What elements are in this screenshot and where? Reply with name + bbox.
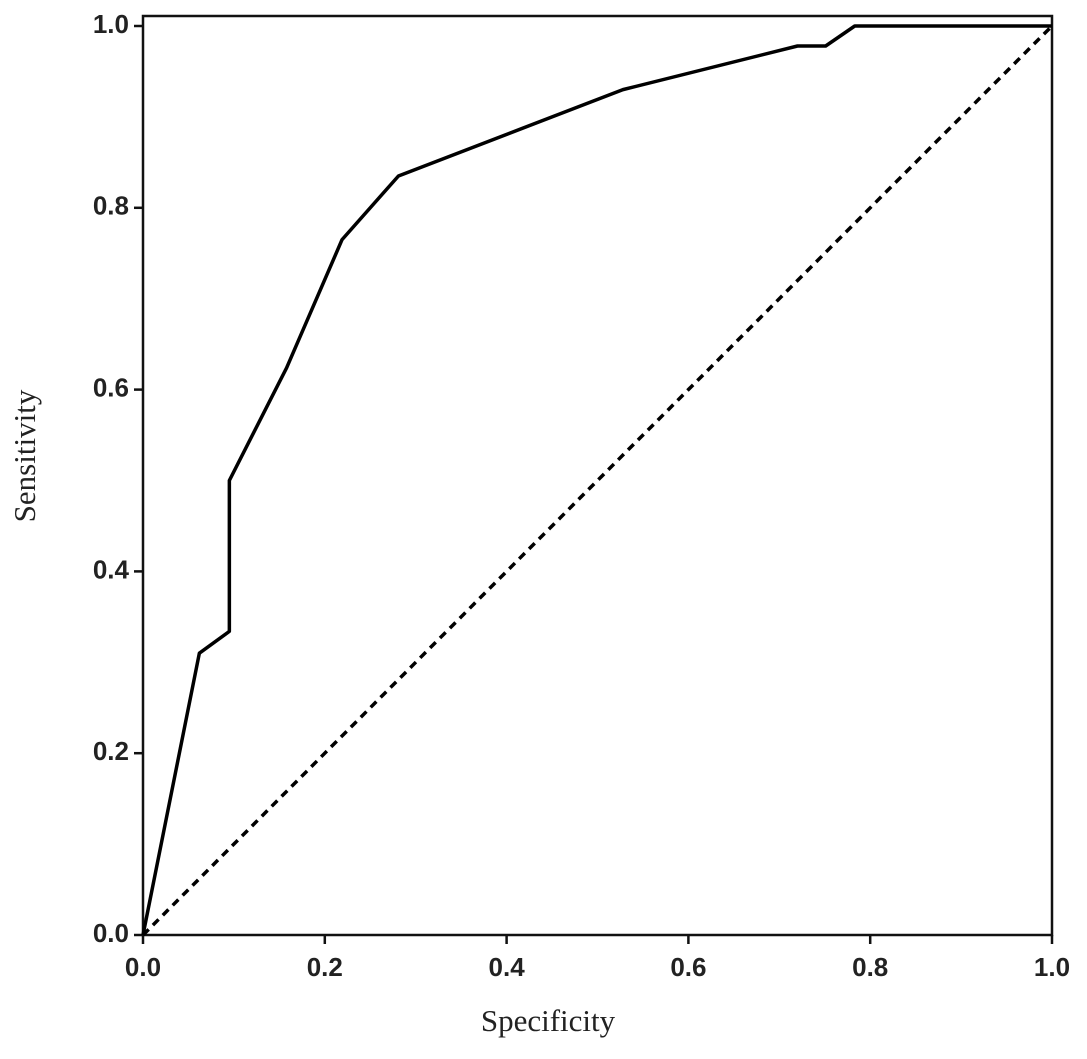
x-tick-label: 1.0 (1034, 952, 1070, 982)
x-tick-label: 0.2 (307, 952, 343, 982)
roc-line (141, 24, 1054, 937)
x-tick-label: 0.0 (125, 952, 161, 982)
roc-line (141, 24, 1052, 936)
y-tick-label: 0.2 (93, 736, 129, 766)
x-tick-label: 0.8 (852, 952, 888, 982)
y-axis-title: Sensitivity (7, 389, 42, 522)
y-tick-label: 0.4 (93, 554, 130, 584)
y-tick-label: 0.0 (93, 918, 129, 948)
plot-frame (141, 14, 1054, 937)
y-tick-label: 1.0 (93, 9, 129, 39)
x-tick-label: 0.6 (670, 952, 706, 982)
x-tick-label: 0.4 (489, 952, 526, 982)
y-tick-label: 0.6 (93, 372, 129, 402)
y-tick-label: 0.8 (93, 191, 129, 221)
x-axis-title: Specificity (481, 1003, 616, 1038)
